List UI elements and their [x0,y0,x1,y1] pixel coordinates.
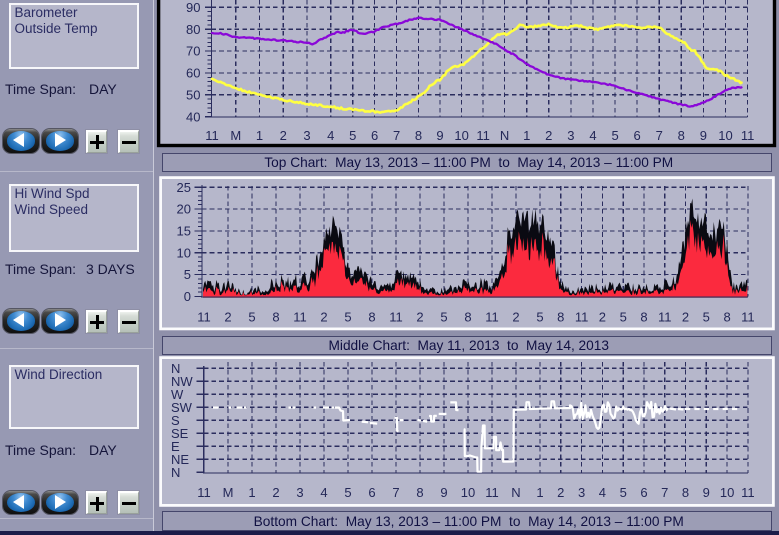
svg-text:10: 10 [461,485,475,500]
svg-text:11: 11 [476,128,490,143]
svg-text:5: 5 [349,128,356,143]
svg-text:40: 40 [186,109,200,124]
svg-text:80: 80 [186,22,200,37]
svg-text:4: 4 [589,128,596,143]
svg-text:11: 11 [741,128,755,143]
svg-text:7: 7 [656,128,663,143]
svg-text:9: 9 [703,485,710,500]
svg-text:N: N [171,465,180,480]
svg-text:6: 6 [371,128,378,143]
svg-text:2: 2 [416,309,423,324]
svg-text:5: 5 [536,309,543,324]
svg-text:11: 11 [575,309,589,324]
svg-text:6: 6 [640,485,647,500]
svg-text:9: 9 [440,485,447,500]
svg-text:8: 8 [640,309,647,324]
svg-text:10: 10 [720,485,734,500]
svg-text:5: 5 [440,309,447,324]
svg-text:5: 5 [611,128,618,143]
svg-text:N: N [500,128,509,143]
svg-text:0: 0 [184,289,191,304]
svg-text:4: 4 [327,128,334,143]
svg-text:1: 1 [536,485,543,500]
svg-text:1: 1 [248,485,255,500]
svg-text:2: 2 [682,309,689,324]
svg-text:1: 1 [523,128,530,143]
svg-text:S: S [171,413,180,428]
svg-text:10: 10 [177,245,191,260]
svg-text:25: 25 [177,180,191,195]
svg-text:5: 5 [703,309,710,324]
svg-text:M: M [223,485,234,500]
svg-text:11: 11 [205,128,219,143]
svg-text:11: 11 [658,309,672,324]
svg-text:8: 8 [415,128,422,143]
svg-text:2: 2 [512,309,519,324]
svg-text:11: 11 [197,309,211,324]
svg-text:W: W [171,387,184,402]
svg-text:5: 5 [344,485,351,500]
svg-text:6: 6 [368,485,375,500]
svg-text:SE: SE [171,426,189,441]
svg-text:1: 1 [256,128,263,143]
svg-text:60: 60 [186,66,200,81]
svg-text:7: 7 [392,485,399,500]
svg-text:8: 8 [723,309,730,324]
svg-text:11: 11 [485,485,499,500]
svg-text:3: 3 [567,128,574,143]
svg-text:7: 7 [393,128,400,143]
svg-text:10: 10 [718,128,732,143]
svg-text:2: 2 [557,485,564,500]
svg-text:3: 3 [303,128,310,143]
svg-text:11: 11 [293,309,307,324]
svg-text:5: 5 [184,267,191,282]
svg-text:20: 20 [177,202,191,217]
svg-text:8: 8 [416,485,423,500]
svg-text:2: 2 [599,309,606,324]
svg-text:N: N [511,485,520,500]
svg-text:2: 2 [272,485,279,500]
svg-text:NW: NW [171,374,193,389]
svg-text:5: 5 [344,309,351,324]
svg-text:4: 4 [599,485,606,500]
svg-text:SW: SW [171,400,193,415]
svg-text:NE: NE [171,452,189,467]
svg-text:5: 5 [248,309,255,324]
svg-text:90: 90 [186,0,200,15]
svg-text:8: 8 [464,309,471,324]
svg-text:7: 7 [661,485,668,500]
svg-text:9: 9 [700,128,707,143]
svg-text:6: 6 [633,128,640,143]
svg-text:3: 3 [578,485,585,500]
svg-text:5: 5 [620,485,627,500]
svg-text:8: 8 [368,309,375,324]
svg-text:11: 11 [741,485,755,500]
svg-text:N: N [171,361,180,376]
svg-text:2: 2 [545,128,552,143]
svg-text:8: 8 [272,309,279,324]
svg-text:11: 11 [741,309,755,324]
svg-text:10: 10 [454,128,468,143]
svg-text:15: 15 [177,224,191,239]
svg-text:E: E [171,439,180,454]
svg-text:9: 9 [436,128,443,143]
svg-text:2: 2 [320,309,327,324]
svg-text:11: 11 [485,309,499,324]
svg-text:2: 2 [224,309,231,324]
svg-text:3: 3 [296,485,303,500]
svg-text:50: 50 [186,87,200,102]
svg-text:4: 4 [320,485,327,500]
svg-text:8: 8 [557,309,564,324]
svg-text:M: M [230,128,241,143]
svg-text:8: 8 [682,485,689,500]
svg-text:70: 70 [186,44,200,59]
svg-text:11: 11 [389,309,403,324]
svg-text:11: 11 [197,485,211,500]
svg-text:2: 2 [280,128,287,143]
svg-text:5: 5 [620,309,627,324]
svg-text:8: 8 [678,128,685,143]
